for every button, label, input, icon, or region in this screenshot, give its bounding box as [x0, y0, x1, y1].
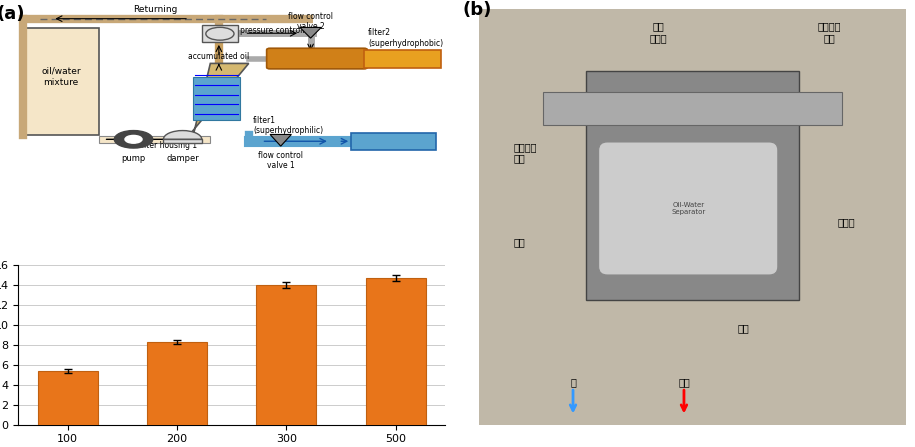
Text: pressure controller: pressure controller	[240, 26, 313, 35]
Text: (b): (b)	[462, 0, 491, 19]
FancyBboxPatch shape	[544, 92, 842, 125]
Text: 기름: 기름	[678, 377, 690, 387]
Text: (a): (a)	[0, 5, 26, 23]
Text: mixture: mixture	[43, 78, 79, 87]
Wedge shape	[164, 131, 202, 139]
Text: 댐퍼: 댐퍼	[513, 238, 525, 248]
FancyBboxPatch shape	[586, 71, 799, 300]
Text: oil/water: oil/water	[41, 67, 81, 76]
FancyBboxPatch shape	[100, 136, 210, 143]
Text: 피드백: 피드백	[837, 217, 855, 227]
FancyBboxPatch shape	[193, 77, 240, 120]
Text: filter1
(superhydrophilic): filter1 (superhydrophilic)	[253, 116, 323, 135]
Circle shape	[114, 131, 153, 148]
Polygon shape	[270, 135, 291, 146]
FancyBboxPatch shape	[598, 142, 778, 275]
Text: damper: damper	[167, 154, 199, 163]
Bar	[256, 285, 317, 425]
Text: oil: oil	[394, 54, 410, 63]
FancyBboxPatch shape	[351, 132, 436, 150]
Text: water: water	[376, 136, 412, 146]
Bar	[147, 342, 207, 425]
Text: filter
housing 2: filter housing 2	[300, 52, 334, 65]
Text: flow control
valve 1: flow control valve 1	[258, 151, 303, 170]
FancyBboxPatch shape	[202, 25, 238, 42]
Text: pump: pump	[122, 154, 145, 163]
Text: 유입: 유입	[737, 323, 749, 333]
FancyBboxPatch shape	[23, 29, 100, 135]
Polygon shape	[189, 63, 249, 135]
Text: Oil-Water
Separator: Oil-Water Separator	[671, 202, 705, 215]
Text: filter2
(superhydrophobic): filter2 (superhydrophobic)	[368, 29, 444, 48]
Bar	[365, 278, 425, 425]
FancyBboxPatch shape	[364, 50, 441, 68]
Text: 압력
조절기: 압력 조절기	[650, 21, 667, 43]
Text: Returning: Returning	[133, 5, 177, 14]
Text: accumulated oil: accumulated oil	[188, 51, 250, 60]
Text: 극소수성
필터: 극소수성 필터	[817, 21, 841, 43]
FancyBboxPatch shape	[164, 139, 202, 143]
Text: 물: 물	[570, 377, 576, 387]
Bar	[38, 371, 98, 425]
Text: S: S	[216, 29, 223, 39]
Circle shape	[125, 135, 142, 143]
Text: filter housing 1: filter housing 1	[138, 141, 197, 150]
Polygon shape	[300, 27, 321, 38]
Text: flow control
valve 2: flow control valve 2	[288, 12, 333, 31]
FancyBboxPatch shape	[266, 48, 367, 69]
Text: 펌프: 펌프	[665, 217, 677, 227]
Text: 극친수성
필터: 극친수성 필터	[513, 142, 537, 164]
